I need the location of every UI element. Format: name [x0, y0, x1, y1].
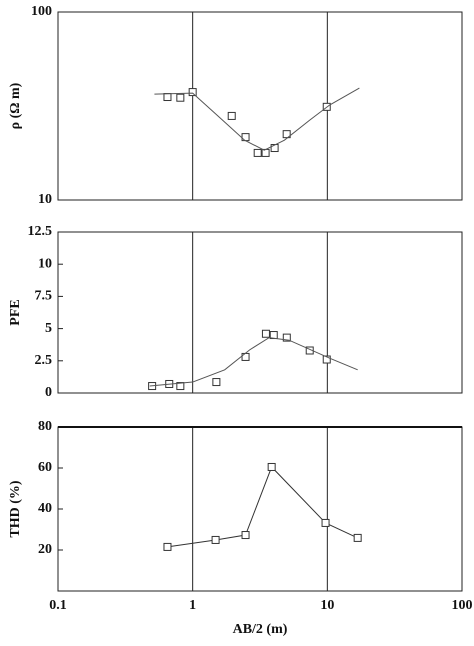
- series-line: [149, 337, 358, 387]
- y-tick-label: 40: [38, 501, 52, 516]
- data-point: [282, 333, 291, 342]
- x-tick-label: 1: [189, 598, 196, 613]
- y-tick-label: 100: [31, 4, 52, 19]
- data-point: [267, 462, 276, 471]
- y-tick-label: 20: [38, 542, 52, 557]
- plot-frame: [57, 11, 463, 201]
- data-point: [188, 88, 197, 97]
- data-point: [163, 93, 172, 102]
- y-tick-label: 2.5: [35, 353, 53, 368]
- data-point: [176, 382, 185, 391]
- y-axis-label: PFE: [8, 299, 23, 325]
- plot-frame: [57, 231, 463, 394]
- y-axis-label: ρ (Ω m): [8, 82, 23, 129]
- x-tick-label: 10: [320, 598, 334, 613]
- data-point: [261, 148, 270, 157]
- data-point: [241, 133, 250, 142]
- data-point: [353, 533, 362, 542]
- x-axis-label: AB/2 (m): [233, 622, 288, 637]
- series-line: [167, 466, 358, 548]
- y-tick-label: 5: [45, 321, 52, 336]
- x-tick-label: 100: [452, 598, 473, 613]
- data-point: [321, 518, 330, 527]
- data-point: [227, 111, 236, 120]
- plot-frame: [57, 426, 463, 592]
- y-tick-label: 10: [38, 192, 52, 207]
- y-tick-label: 0: [45, 385, 52, 400]
- y-axis-label: THD (%): [8, 480, 23, 538]
- data-point: [211, 535, 220, 544]
- series-line: [154, 87, 360, 151]
- y-tick-label: 60: [38, 460, 52, 475]
- data-point: [322, 355, 331, 364]
- data-point: [253, 148, 262, 157]
- data-point: [176, 93, 185, 102]
- data-point: [282, 130, 291, 139]
- y-tick-label: 10: [38, 256, 52, 271]
- x-tick-label: 0.1: [49, 598, 67, 613]
- data-point: [241, 531, 250, 540]
- data-point: [212, 378, 221, 387]
- data-point: [261, 329, 270, 338]
- data-point: [163, 542, 172, 551]
- y-tick-label: 7.5: [35, 289, 53, 304]
- y-tick-label: 12.5: [28, 224, 53, 239]
- y-tick-label: 80: [38, 419, 52, 434]
